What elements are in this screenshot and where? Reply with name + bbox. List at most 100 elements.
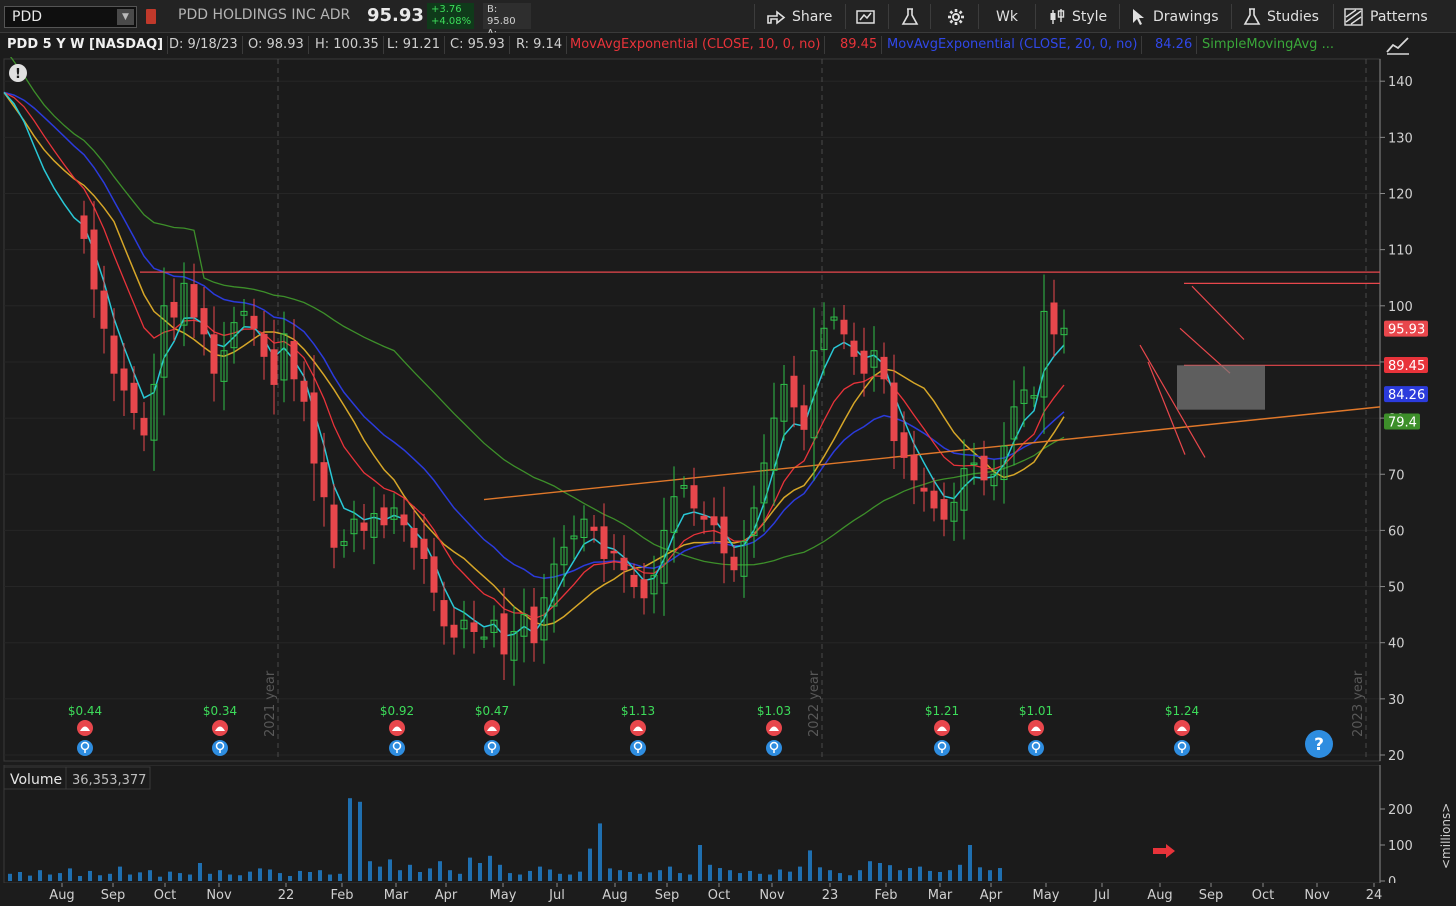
candle-body <box>130 382 138 413</box>
candle-body <box>1000 445 1008 481</box>
x-tick-label: Jul <box>548 888 565 903</box>
year-label: 2022 year <box>807 670 822 737</box>
volume-bar <box>108 873 112 881</box>
x-tick-label: Aug <box>49 888 74 903</box>
ema10-label[interactable]: MovAvgExponential (CLOSE, 10, 0, no) <box>566 36 826 54</box>
volume-bar <box>598 823 602 881</box>
flexible-grid-button[interactable] <box>856 0 876 33</box>
x-tick-label: Apr <box>980 888 1003 903</box>
candle-body <box>590 526 598 531</box>
volume-header: Volume 36,353,377 <box>3 766 151 790</box>
ema20-line <box>3 91 1065 580</box>
earnings-bulb-icon <box>1174 740 1190 756</box>
volume-bar <box>518 874 522 881</box>
candle-body <box>890 382 898 442</box>
volume-bar <box>358 801 362 881</box>
earnings-bulb-circle <box>766 740 782 756</box>
candle-body <box>140 417 148 436</box>
ema20-label[interactable]: MovAvgExponential (CLOSE, 20, 0, no) <box>883 36 1143 54</box>
x-tick-label: Jul <box>1093 888 1110 903</box>
volume-bar <box>718 868 722 881</box>
volume-bar <box>568 874 572 881</box>
phone-shape <box>1031 726 1041 731</box>
price-chart-panel[interactable]: 20304050607080901001101201301402021 year… <box>0 57 1456 763</box>
earnings-bulb-icon <box>630 740 646 756</box>
volume-bar <box>438 861 442 881</box>
volume-bar <box>698 845 702 881</box>
candle-body <box>450 624 458 638</box>
settings-button[interactable] <box>946 0 966 33</box>
earnings-value-label: $0.92 <box>380 704 414 718</box>
candle-body <box>250 315 258 329</box>
volume-bar <box>678 873 682 881</box>
style-button[interactable]: Style <box>1048 0 1107 33</box>
trend-channel-line <box>1139 344 1206 458</box>
earnings-bulb-icon <box>212 740 228 756</box>
candle-body <box>300 380 308 402</box>
volume-bar <box>58 873 62 881</box>
chart-settings-icon[interactable] <box>1384 34 1412 56</box>
volume-bar <box>468 857 472 881</box>
bulb-shape <box>769 741 779 751</box>
volume-bar <box>888 865 892 881</box>
y-tick-label: 110 <box>1388 244 1413 259</box>
volume-bar <box>628 872 632 881</box>
volume-bar <box>28 875 32 881</box>
bulb-shape <box>215 741 225 751</box>
sma-label[interactable]: SimpleMovingAvg ... <box>1202 37 1334 52</box>
volume-panel[interactable]: Volume 36,353,377 0 100 200 <millions> <box>0 765 1456 883</box>
y-tick-label: 70 <box>1388 468 1405 483</box>
patterns-button[interactable]: Patterns <box>1344 0 1428 33</box>
alert-flag-icon[interactable] <box>146 9 156 24</box>
volume-bar <box>198 863 202 881</box>
candle-body <box>670 496 678 533</box>
candle-body <box>520 614 528 637</box>
help-button[interactable]: ? <box>1305 730 1333 758</box>
studies-flask-icon <box>1243 7 1261 25</box>
price-label-text: 95.93 <box>1388 323 1425 338</box>
candle-body <box>530 606 538 644</box>
drawings-button[interactable]: Drawings <box>1131 0 1219 33</box>
volume-value: 36,353,377 <box>72 773 146 788</box>
patterns-label: Patterns <box>1370 8 1428 25</box>
candle-body <box>780 383 788 422</box>
studies-button[interactable]: Studies <box>1243 0 1319 33</box>
symbol-input[interactable]: PDD ▼ <box>4 6 137 28</box>
volume-bar <box>878 863 882 881</box>
candle-body <box>1040 310 1048 398</box>
volume-y-tick-label: 0 <box>1388 875 1396 883</box>
volume-bar <box>308 872 312 881</box>
x-tick-label: Apr <box>435 888 458 903</box>
candle-body <box>800 405 808 430</box>
timeframe-button[interactable]: Wk <box>996 0 1018 33</box>
company-name: PDD HOLDINGS INC ADR <box>178 7 351 23</box>
price-label-tag: 84.26 <box>1384 386 1428 403</box>
volume-bar <box>588 848 592 881</box>
candle-body <box>610 550 618 554</box>
x-tick-label: Aug <box>1147 888 1172 903</box>
volume-bar <box>738 873 742 881</box>
volume-bar <box>38 870 42 881</box>
earnings-value-label: $1.21 <box>925 704 959 718</box>
volume-bar <box>528 870 532 881</box>
volume-arrow-icon <box>1153 844 1175 858</box>
price-label-box <box>1384 413 1420 430</box>
volume-bar <box>258 868 262 881</box>
candle-body <box>230 322 238 349</box>
candle-body <box>960 468 968 511</box>
earnings-bulb-icon <box>766 740 782 756</box>
ema20-value: 84.26 <box>1151 36 1198 54</box>
phone-shape <box>769 726 779 731</box>
candle-body <box>180 282 188 326</box>
studies-lab-button[interactable] <box>901 0 919 33</box>
share-button[interactable]: Share <box>766 0 832 33</box>
volume-bar <box>548 869 552 881</box>
x-tick-label: Feb <box>874 888 897 903</box>
earnings-bulb-circle <box>1174 740 1190 756</box>
volume-bar <box>8 873 12 881</box>
earnings-value-label: $1.24 <box>1165 704 1199 718</box>
symbol-dropdown-button[interactable]: ▼ <box>117 9 134 25</box>
candle-body <box>200 308 208 335</box>
x-tick-label: Mar <box>928 888 953 903</box>
volume-bar <box>218 870 222 881</box>
